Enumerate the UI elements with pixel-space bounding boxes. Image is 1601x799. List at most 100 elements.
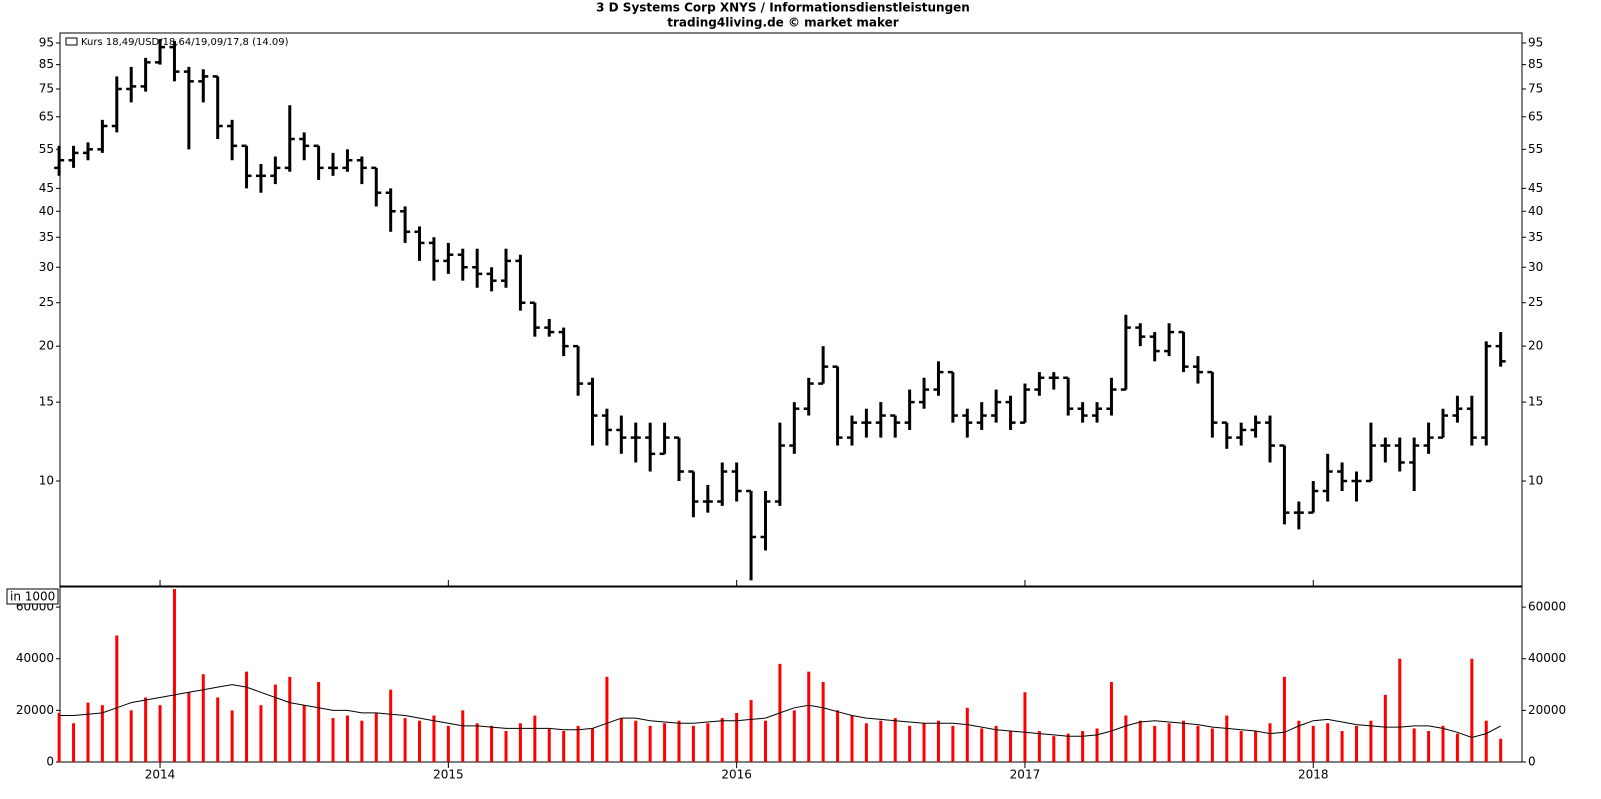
- volume-bar: [1210, 728, 1214, 762]
- volume-bar: [1066, 733, 1070, 762]
- y-tick-label: 0: [1528, 755, 1536, 769]
- volume-bar: [1138, 720, 1142, 762]
- volume-bar: [691, 725, 695, 762]
- volume-bar: [461, 710, 465, 762]
- volume-bar: [836, 710, 840, 762]
- volume-bar: [302, 705, 306, 762]
- y-tick-label: 30: [1528, 260, 1543, 274]
- volume-bar: [115, 635, 119, 762]
- y-tick-label: 45: [1528, 181, 1543, 195]
- volume-bar: [648, 725, 652, 762]
- volume-bar: [1239, 731, 1243, 762]
- volume-bar: [735, 712, 739, 762]
- y-tick-label: 40000: [16, 651, 54, 665]
- volume-bar: [893, 718, 897, 762]
- volume-bar: [908, 725, 912, 762]
- volume-bar: [1052, 736, 1056, 762]
- volume-bar: [1268, 723, 1272, 762]
- volume-bar: [951, 725, 955, 762]
- volume-bar: [562, 731, 566, 762]
- volume-bar: [663, 723, 667, 762]
- volume-bar: [418, 720, 422, 762]
- volume-bar: [245, 671, 249, 762]
- volume-bar: [1340, 731, 1344, 762]
- volume-unit-box: [6, 588, 59, 605]
- volume-bar: [749, 700, 753, 762]
- y-tick-label: 0: [46, 755, 54, 769]
- y-tick-label: 20000: [16, 703, 54, 717]
- volume-bar: [158, 705, 162, 762]
- y-tick-label: 40000: [1528, 651, 1566, 665]
- y-tick-label: 60000: [1528, 600, 1566, 614]
- y-tick-label: 85: [39, 57, 54, 71]
- volume-bar: [922, 723, 926, 762]
- volume-bar: [1023, 692, 1027, 762]
- legend-swatch: [65, 37, 78, 46]
- volume-bar: [619, 718, 623, 762]
- volume-bar: [1369, 720, 1373, 762]
- volume-bar: [1081, 731, 1085, 762]
- x-tick-label: 2017: [1010, 768, 1041, 782]
- volume-bar: [1484, 720, 1488, 762]
- volume-bar: [1225, 715, 1229, 762]
- volume-bar: [1398, 658, 1402, 762]
- volume-bar: [273, 684, 277, 762]
- volume-bar: [331, 718, 335, 762]
- volume-bar: [591, 728, 595, 762]
- volume-bar: [807, 671, 811, 762]
- volume-bar: [446, 725, 450, 762]
- volume-bar: [763, 720, 767, 762]
- volume-bar: [1427, 731, 1431, 762]
- volume-bar: [504, 731, 508, 762]
- y-tick-label: 65: [1528, 109, 1543, 123]
- volume-bar: [1167, 723, 1171, 762]
- y-tick-label: 20: [39, 339, 54, 353]
- chart-title: 3 D Systems Corp XNYS / Informationsdien…: [596, 1, 970, 15]
- volume-bar: [389, 689, 393, 762]
- volume-bar: [100, 705, 104, 762]
- volume-bar: [1109, 681, 1113, 762]
- volume-bar: [144, 697, 148, 762]
- volume-bar: [432, 715, 436, 762]
- volume-bar: [1095, 728, 1099, 762]
- y-tick-label: 30: [39, 260, 54, 274]
- volume-bar: [1297, 720, 1301, 762]
- volume-bar: [1383, 694, 1387, 762]
- y-tick-label: 85: [1528, 57, 1543, 71]
- volume-bar: [850, 715, 854, 762]
- volume-bar: [879, 720, 883, 762]
- volume-bar: [374, 712, 378, 762]
- volume-bar: [129, 710, 133, 762]
- volume-bar: [1412, 728, 1416, 762]
- volume-bar: [187, 692, 191, 762]
- volume-bar: [605, 676, 609, 762]
- volume-bar: [1153, 725, 1157, 762]
- y-tick-label: 25: [1528, 295, 1543, 309]
- volume-bar: [360, 720, 364, 762]
- volume-bar: [518, 723, 522, 762]
- y-tick-label: 75: [39, 81, 54, 95]
- y-tick-label: 35: [39, 230, 54, 244]
- volume-bar: [1124, 715, 1128, 762]
- volume-bar: [1499, 738, 1503, 762]
- volume-bar: [345, 715, 349, 762]
- y-tick-label: 40: [1528, 204, 1543, 218]
- volume-bar: [576, 725, 580, 762]
- volume-bar: [821, 681, 825, 762]
- volume-bar: [216, 697, 220, 762]
- y-tick-label: 15: [1528, 395, 1543, 409]
- volume-bar: [1355, 725, 1359, 762]
- y-tick-label: 10: [1528, 474, 1543, 488]
- volume-bar: [994, 725, 998, 762]
- volume-bar: [475, 723, 479, 762]
- volume-bar: [980, 728, 984, 762]
- volume-bar: [1254, 731, 1258, 762]
- volume-bar: [1441, 725, 1445, 762]
- volume-bar: [792, 710, 796, 762]
- legend-label: Kurs 18,49/USD/18,64/19,09/17,8 (14.09): [81, 37, 289, 48]
- volume-unit: in 1000: [10, 590, 55, 604]
- y-tick-label: 35: [1528, 230, 1543, 244]
- y-tick-label: 95: [1528, 35, 1543, 49]
- volume-bar: [706, 723, 710, 762]
